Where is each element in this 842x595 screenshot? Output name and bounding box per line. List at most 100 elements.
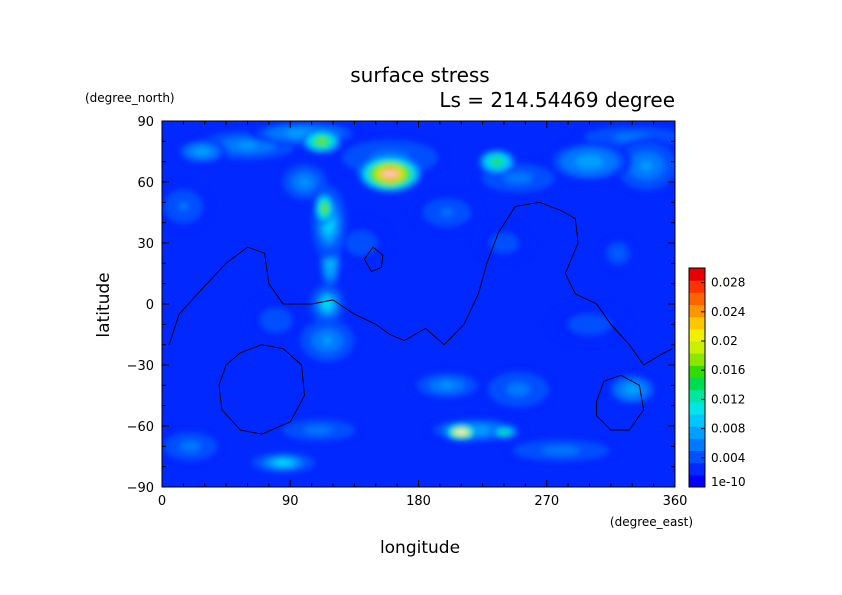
- stress-feature: [276, 417, 362, 443]
- stress-feature: [606, 373, 658, 406]
- stress-level: [511, 175, 526, 181]
- stress-level: [622, 135, 642, 140]
- chart-title: surface stress: [350, 63, 489, 87]
- colorbar-band: [689, 438, 705, 451]
- stress-feature: [244, 295, 308, 345]
- contour-hellas: [218, 344, 305, 435]
- colorbar-band: [689, 316, 705, 330]
- colorbar-band: [689, 389, 705, 403]
- colorbar-band: [689, 462, 705, 476]
- stress-feature: [358, 155, 422, 193]
- stress-level: [582, 320, 597, 328]
- colorbar-band: [689, 268, 705, 281]
- stress-feature: [445, 423, 477, 441]
- stress-feature: [475, 222, 533, 264]
- stress-peak: [453, 430, 470, 434]
- colorbar-tick-label: 0.024: [711, 305, 745, 319]
- stress-feature: [478, 149, 516, 174]
- heatmap-field: [162, 121, 675, 487]
- y-axis-label: latitude: [94, 272, 114, 337]
- stress-feature: [504, 438, 618, 463]
- y-tick-label: −30: [127, 359, 154, 374]
- stress-level: [512, 386, 525, 393]
- y-unit-label: (degree_north): [85, 91, 175, 105]
- x-tick-label: 90: [282, 494, 299, 509]
- stress-level: [441, 382, 453, 388]
- y-tick-label: 30: [137, 237, 154, 252]
- stress-feature: [411, 371, 483, 400]
- chart-subtitle: Ls = 214.54469 degree: [439, 88, 675, 112]
- colorbar-band: [689, 353, 705, 366]
- stress-level: [322, 336, 333, 345]
- stress-level: [615, 250, 621, 256]
- stress-feature: [489, 426, 519, 439]
- stress-feature: [251, 452, 315, 473]
- stress-feature: [162, 430, 222, 463]
- contour-olympus: [364, 246, 384, 273]
- stress-level: [627, 386, 637, 393]
- stress-level: [238, 142, 257, 149]
- colorbar-frame: [688, 267, 706, 488]
- x-tick-label: 0: [158, 494, 166, 509]
- colorbar-band: [689, 414, 705, 427]
- contour-dichotomy: [168, 201, 673, 366]
- y-tick-label: 60: [137, 176, 154, 191]
- x-tick-label: 270: [534, 494, 559, 509]
- stress-level: [300, 178, 309, 186]
- stress-feature: [546, 304, 633, 345]
- stress-level: [493, 159, 500, 164]
- colorbar-band: [689, 474, 705, 488]
- stress-feature: [162, 182, 212, 231]
- stress-level: [185, 443, 196, 450]
- y-tick-label: −60: [127, 420, 154, 435]
- colorbar-band: [689, 304, 705, 318]
- colorbar-band: [689, 292, 705, 305]
- stress-level: [551, 448, 571, 453]
- stress-level: [277, 460, 289, 465]
- y-tick-label: 0: [146, 298, 154, 313]
- x-axis-label: longitude: [380, 538, 460, 558]
- stress-level: [501, 430, 507, 434]
- stress-feature: [610, 137, 675, 195]
- stress-feature: [546, 141, 633, 183]
- stress-level: [328, 258, 333, 269]
- colorbar-band: [689, 280, 705, 293]
- stress-level: [640, 160, 653, 171]
- stress-level: [197, 149, 207, 154]
- colorbar-tick-label: 0.02: [711, 334, 738, 348]
- stress-feature: [330, 218, 393, 268]
- colorbar-tick-label: 0.004: [711, 451, 745, 465]
- colorbar-tick-label: 0.028: [711, 276, 745, 290]
- colorbar-band: [689, 450, 705, 464]
- x-unit-label: (degree_east): [610, 515, 693, 529]
- contour-argyre: [596, 374, 645, 431]
- stress-level: [324, 300, 331, 308]
- stress-level: [311, 428, 326, 433]
- y-tick-label: −90: [127, 481, 154, 496]
- stress-feature: [310, 283, 345, 325]
- colorbar-tick-label: 0.008: [711, 422, 745, 436]
- colorbar-tick-label: 1e-10: [711, 475, 746, 489]
- colorbar-band: [689, 401, 705, 415]
- stress-feature: [278, 161, 331, 203]
- y-tick-label: 90: [137, 115, 154, 130]
- stress-feature: [482, 369, 554, 410]
- colorbar-tick-label: 0.016: [711, 363, 745, 377]
- stress-level: [178, 202, 189, 211]
- stress-level: [318, 139, 325, 144]
- colorbar-band: [689, 426, 705, 439]
- stress-level: [356, 238, 367, 248]
- stress-level: [582, 158, 597, 166]
- stress-feature: [295, 316, 359, 365]
- x-tick-label: 180: [406, 494, 431, 509]
- stress-feature: [600, 236, 636, 270]
- stress-level: [441, 209, 453, 216]
- stress-feature: [411, 192, 483, 233]
- stress-feature: [301, 129, 342, 154]
- stress-feature: [176, 139, 228, 164]
- stress-level: [499, 239, 509, 247]
- colorbar-band: [689, 377, 705, 391]
- stress-peak: [382, 172, 398, 176]
- x-tick-label: 360: [663, 494, 688, 509]
